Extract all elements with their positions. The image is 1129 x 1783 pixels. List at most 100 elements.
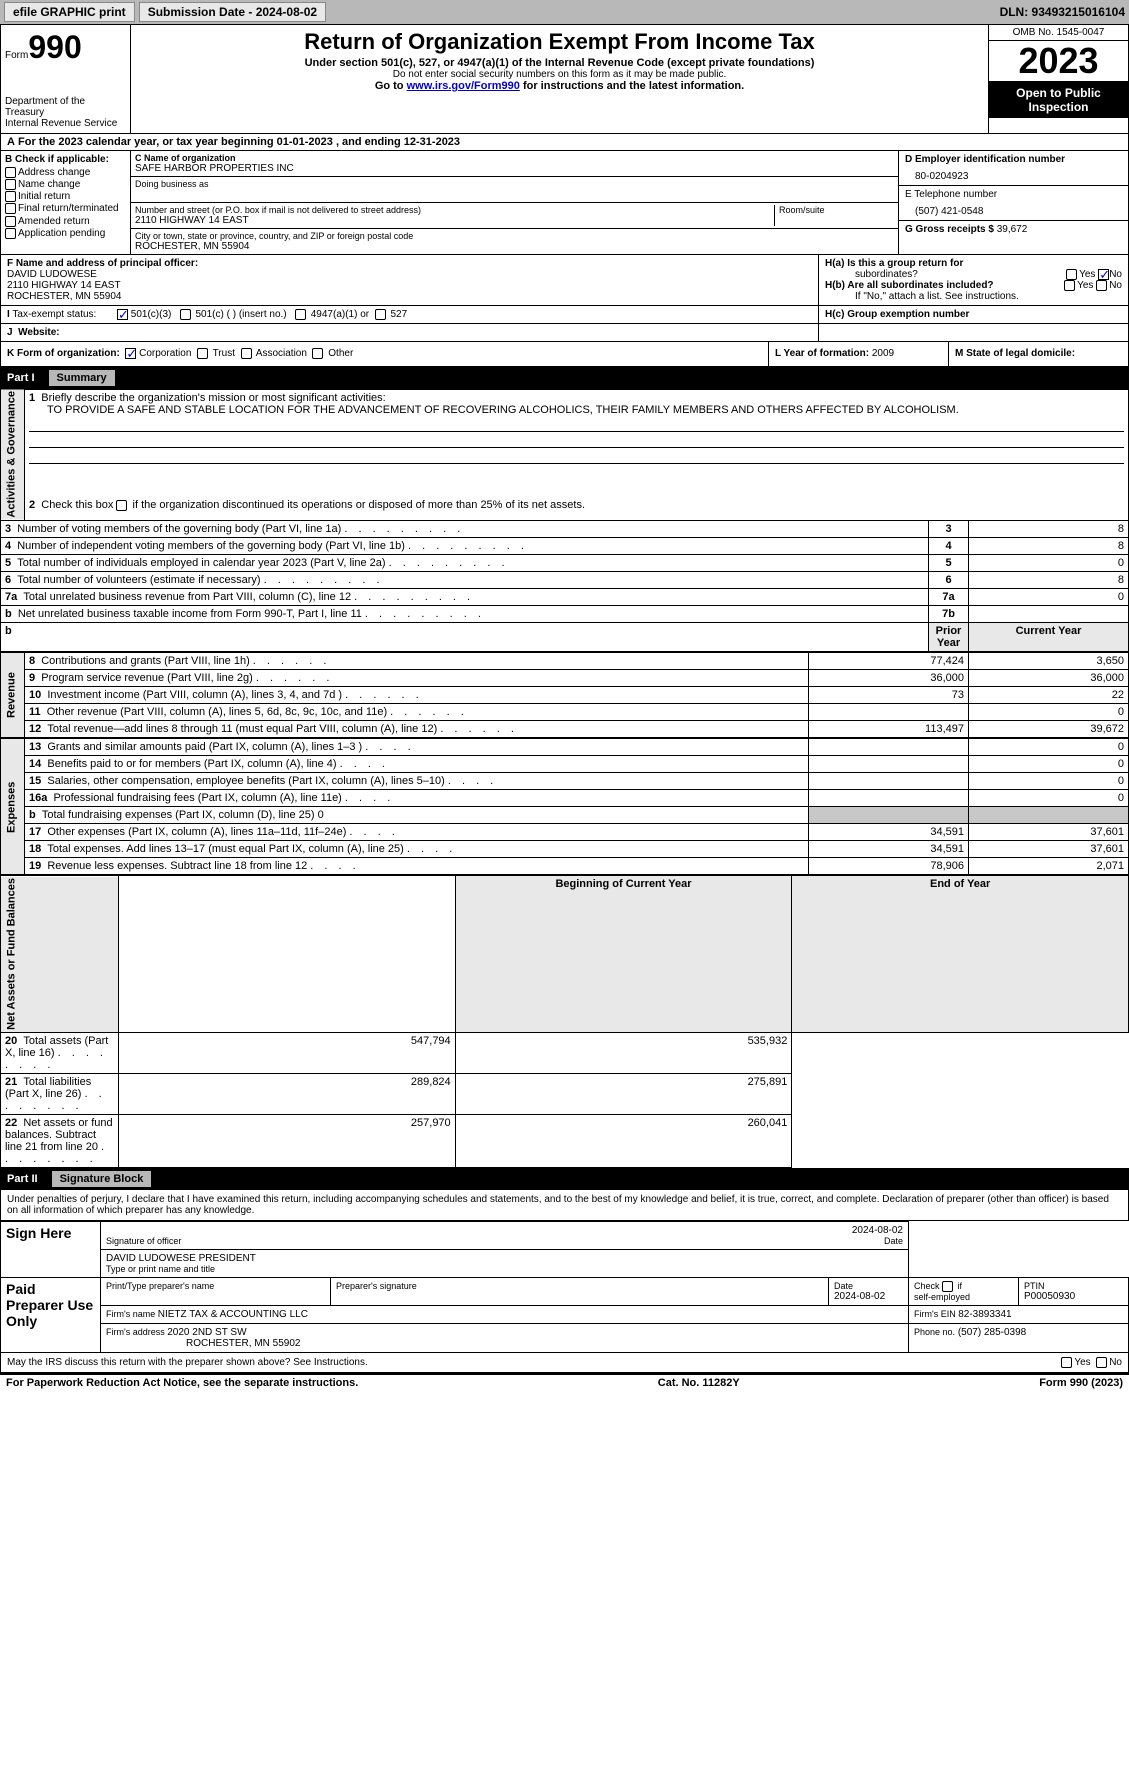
firm-ein-label: Firm's EIN [914, 1309, 958, 1319]
officer-addr2: ROCHESTER, MN 55904 [7, 291, 121, 302]
type-label: Type or print name and title [106, 1264, 903, 1274]
cb-address-change[interactable] [5, 167, 16, 178]
cb-hb-yes[interactable] [1064, 280, 1075, 291]
tel-label: E Telephone number [905, 189, 997, 200]
cb-527[interactable] [375, 309, 386, 320]
dln-label: DLN: 93493215016104 [1000, 5, 1125, 19]
goto-pre: Go to [375, 80, 407, 92]
cb-final-return[interactable] [5, 203, 16, 214]
signature-table: Sign Here 2024-08-02 Signature of office… [0, 1221, 1129, 1353]
part1-title: Summary [49, 370, 115, 386]
cb-discuss-yes[interactable] [1061, 1357, 1072, 1368]
room-label: Room/suite [779, 205, 894, 215]
gross-value: 39,672 [997, 224, 1028, 235]
submission-date: Submission Date - 2024-08-02 [139, 2, 326, 22]
row-f-h: F Name and address of principal officer:… [0, 255, 1129, 306]
ein-label: D Employer identification number [905, 154, 1065, 165]
form-ref: Form 990 (2023) [1039, 1377, 1123, 1389]
part2-number: Part II [7, 1173, 46, 1185]
ein-value: 80-0204923 [905, 165, 1122, 182]
cb-501c[interactable] [180, 309, 191, 320]
cb-name-change[interactable] [5, 179, 16, 190]
firm-phone: (507) 285-0398 [958, 1327, 1026, 1338]
section-b-to-g: B Check if applicable: Address change Na… [0, 151, 1129, 255]
declaration-text: Under penalties of perjury, I declare th… [0, 1190, 1129, 1221]
city-label: City or town, state or province, country… [135, 231, 894, 241]
prep-date: 2024-08-02 [834, 1291, 903, 1302]
form-subtitle1: Under section 501(c), 527, or 4947(a)(1)… [135, 57, 984, 69]
current-year-hdr: Current Year [969, 623, 1129, 652]
beg-year-hdr: Beginning of Current Year [455, 876, 792, 1033]
f-label: F Name and address of principal officer: [7, 258, 198, 269]
end-year-hdr: End of Year [792, 876, 1129, 1033]
tel-value: (507) 421-0548 [905, 200, 1122, 217]
form-label: Form [5, 50, 28, 61]
part1-number: Part I [7, 372, 43, 384]
gross-label: G Gross receipts $ [905, 224, 994, 235]
prep-name-label: Print/Type preparer's name [106, 1281, 325, 1291]
cb-discuss-no[interactable] [1096, 1357, 1107, 1368]
m-label: M State of legal domicile: [955, 348, 1075, 359]
city-state-zip: ROCHESTER, MN 55904 [135, 241, 894, 252]
cb-4947[interactable] [295, 309, 306, 320]
row-j-website: J Website: [0, 324, 1129, 342]
website-label: Website: [18, 327, 60, 338]
ha-label: H(a) Is this a group return for [825, 258, 963, 269]
row-k-l-m: K Form of organization: Corporation Trus… [0, 342, 1129, 366]
firm-addr1: 2020 2ND ST SW [167, 1327, 246, 1338]
cb-ha-yes[interactable] [1066, 269, 1077, 280]
goto-post: for instructions and the latest informat… [520, 80, 744, 92]
tax-year: 2023 [989, 41, 1128, 82]
firm-name: NIETZ TAX & ACCOUNTING LLC [158, 1309, 308, 1320]
cb-amended[interactable] [5, 216, 16, 227]
cb-trust[interactable] [197, 348, 208, 359]
irs-link[interactable]: www.irs.gov/Form990 [407, 80, 520, 92]
firm-name-label: Firm's name [106, 1309, 158, 1319]
paid-preparer-label: Paid Preparer Use Only [1, 1277, 101, 1352]
officer-name: DAVID LUDOWESE [7, 269, 97, 280]
street-address: 2110 HIGHWAY 14 EAST [135, 215, 774, 226]
prior-year-hdr: Prior Year [929, 623, 969, 652]
officer-addr1: 2110 HIGHWAY 14 EAST [7, 280, 121, 291]
cb-self-employed[interactable] [942, 1281, 953, 1292]
phone-label: Phone no. [914, 1327, 955, 1337]
hc-label: H(c) Group exemption number [825, 309, 969, 320]
ptin-label: PTIN [1024, 1281, 1123, 1291]
form-header: Form990 Department of the Treasury Inter… [0, 24, 1129, 134]
formation-year: 2009 [872, 348, 894, 359]
form-number: 990 [28, 29, 81, 65]
part2-header: Part II Signature Block [0, 1168, 1129, 1190]
officer-name-title: DAVID LUDOWESE PRESIDENT [106, 1253, 903, 1264]
top-toolbar: efile GRAPHIC print Submission Date - 20… [0, 0, 1129, 24]
cb-corp[interactable] [125, 348, 136, 359]
q2-text: Check this box if the organization disco… [41, 499, 585, 511]
cb-initial-return[interactable] [5, 191, 16, 202]
form-title: Return of Organization Exempt From Incom… [135, 29, 984, 55]
cb-discontinued[interactable] [116, 500, 127, 511]
firm-addr2: ROCHESTER, MN 55902 [106, 1338, 300, 1349]
prep-sig-label: Preparer's signature [336, 1281, 823, 1291]
omb-number: OMB No. 1545-0047 [989, 25, 1128, 41]
public-inspection: Open to Public Inspection [989, 82, 1128, 118]
cb-501c3[interactable] [117, 309, 128, 320]
dba-label: Doing business as [135, 179, 894, 189]
q1-label: Briefly describe the organization's miss… [41, 392, 385, 404]
part1-header: Part I Summary [0, 367, 1129, 389]
sig-officer-label: Signature of officer [106, 1236, 181, 1246]
sign-here-label: Sign Here [1, 1221, 101, 1277]
mission-text: TO PROVIDE A SAFE AND STABLE LOCATION FO… [29, 404, 959, 416]
irs-label: Internal Revenue Service [5, 118, 126, 129]
vlabel-ag: Activities & Governance [1, 389, 25, 521]
cb-ha-no[interactable] [1098, 269, 1109, 280]
page-footer: For Paperwork Reduction Act Notice, see … [0, 1373, 1129, 1391]
efile-button[interactable]: efile GRAPHIC print [4, 2, 135, 22]
discuss-row: May the IRS discuss this return with the… [0, 1353, 1129, 1373]
row-a-period: A For the 2023 calendar year, or tax yea… [0, 134, 1129, 151]
cb-application-pending[interactable] [5, 228, 16, 239]
cat-no: Cat. No. 11282Y [658, 1377, 740, 1389]
netassets-table: Net Assets or Fund Balances Beginning of… [0, 875, 1129, 1168]
hb-label: H(b) Are all subordinates included? [825, 280, 994, 291]
cb-other[interactable] [312, 348, 323, 359]
b-header: B Check if applicable: [5, 154, 126, 165]
cb-assoc[interactable] [241, 348, 252, 359]
